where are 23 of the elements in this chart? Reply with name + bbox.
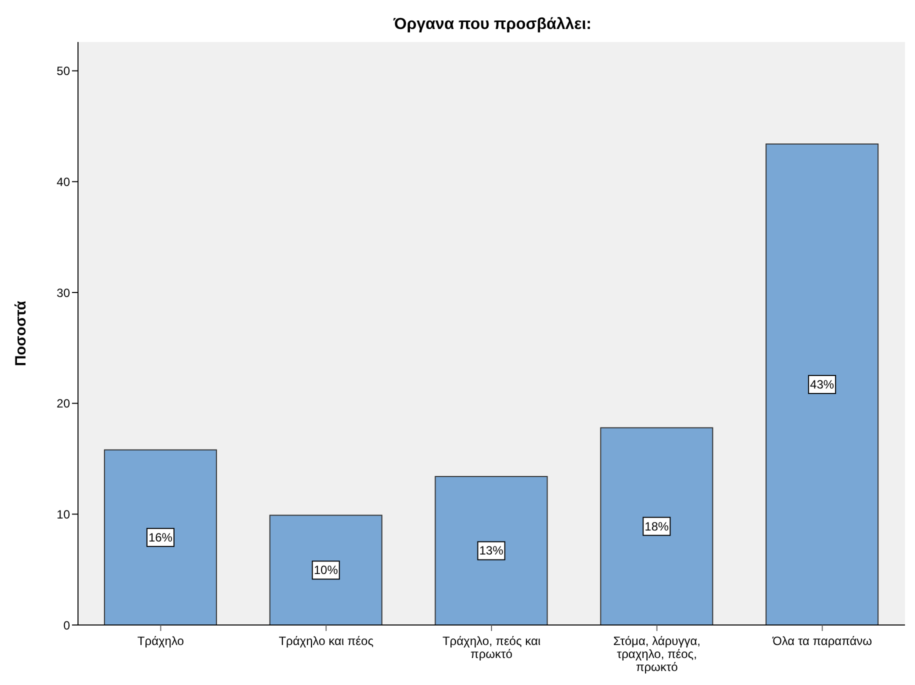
chart-title: Όργανα που προσβάλλει: xyxy=(392,15,592,35)
x-tick-label: Τράχηλο xyxy=(137,634,184,648)
data-label: 13% xyxy=(479,544,504,558)
y-tick-label: 10 xyxy=(56,507,70,522)
bar xyxy=(600,427,714,625)
x-tick-label: Όλα τα παραπάνω xyxy=(772,634,872,648)
x-tick-label: Στόμα, λάρυγγα, τραχηλο, πέος, πρωκτό xyxy=(613,634,700,674)
bar xyxy=(434,476,548,625)
data-label: 16% xyxy=(148,530,173,544)
y-tick-label: 40 xyxy=(56,174,70,189)
y-tick-label: 30 xyxy=(56,286,70,300)
y-tick-label: 20 xyxy=(56,396,70,411)
bar xyxy=(269,514,382,625)
bar xyxy=(104,449,217,625)
data-label: 10% xyxy=(314,563,338,578)
x-tick-label: Τράχηλο και πέος xyxy=(278,634,374,648)
y-axis-title: Ποσοστά xyxy=(12,300,30,366)
x-tick-label: Τράχηλο, πεός και πρωκτό xyxy=(442,634,541,661)
data-label: 43% xyxy=(810,377,834,392)
bar xyxy=(766,143,879,625)
y-tick-label: 50 xyxy=(56,64,70,78)
data-label: 18% xyxy=(644,519,669,534)
y-tick-label: 0 xyxy=(63,618,70,632)
